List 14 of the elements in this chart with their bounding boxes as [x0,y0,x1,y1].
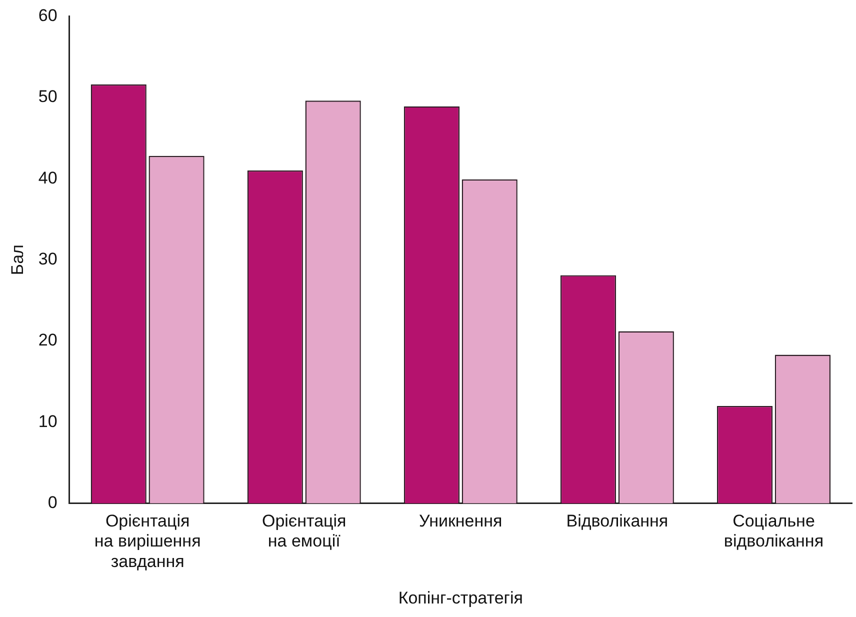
x-tick-label: Орієнтація на емоції [262,511,346,551]
y-tick-label: 30 [38,249,58,268]
x-tick-label: Уникнення [419,511,502,530]
x-tick-label: Орієнтація на вирішення завдання [94,511,201,572]
x-axis-title: Копінг-стратегія [398,588,523,608]
x-tick-label: Соціальне відволікання [724,511,824,551]
x-tick-label: Відволікання [566,511,668,530]
y-tick-label: 60 [38,6,58,25]
y-axis-title: Бал [8,244,27,276]
y-tick-label: 0 [48,493,58,512]
y-tick-label: 40 [38,168,58,188]
y-tick-label: 20 [38,330,58,350]
y-tick-label: 10 [38,412,58,431]
y-tick-label: 50 [38,87,58,106]
